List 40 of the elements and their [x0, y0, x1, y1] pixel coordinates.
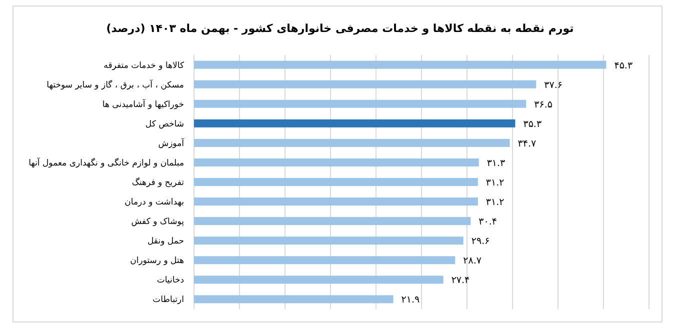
bar: [194, 100, 526, 108]
data-label: ۲۹.۶: [471, 236, 490, 248]
bar: [194, 178, 478, 186]
data-label: ۲۷.۴: [451, 275, 470, 286]
y-tick-label: کالاها و خدمات متفرقه: [104, 60, 185, 71]
y-tick-label: تفریح و فرهنگ: [132, 177, 185, 188]
y-tick-label: هتل و رستوران: [130, 256, 184, 266]
bar: [194, 217, 471, 226]
data-label: ۳۵.۳: [523, 118, 542, 130]
bar: [194, 256, 456, 264]
y-tick-label: آموزش: [158, 138, 185, 149]
data-label: ۲۱.۹: [401, 294, 420, 306]
bar: [194, 236, 464, 245]
y-tick-label: دخانیات: [156, 276, 184, 286]
y-tick-label: مبلمان و لوازم خانگی و نگهداری معمول آنها: [28, 157, 184, 168]
y-tick-label: پوشاک و کفش: [131, 217, 185, 228]
data-label: ۳۷.۶: [544, 80, 562, 91]
y-tick-label: حمل ونقل: [147, 236, 184, 247]
data-label: ۲۸.۷: [463, 256, 482, 267]
bar: [194, 276, 444, 284]
bar: [194, 158, 479, 166]
bar: [194, 60, 606, 69]
y-tick-label: بهداشت و درمان: [124, 198, 184, 208]
chart-title: تورم نقطه به نقطه کالاها و خدمات مصرفی خانوارهای کشور - بهمن ماه ۱۴۰۳ (درصد): [106, 22, 574, 35]
data-label: ۳۴.۷: [518, 138, 536, 150]
bar: [194, 80, 536, 88]
data-label: ۳۶.۵: [534, 99, 552, 110]
data-label: ۴۵.۳: [614, 60, 633, 72]
y-tick-label: مسکن ، آب ، برق ، گاز و سایر سوختها: [46, 79, 184, 90]
data-label: ۳۱.۲: [486, 178, 504, 188]
data-label: ۳۱.۲: [486, 197, 504, 208]
bar: [194, 138, 510, 147]
data-label: ۳۱.۳: [486, 158, 506, 169]
bar: [194, 295, 394, 304]
bar: [194, 119, 516, 128]
bar: [194, 198, 478, 206]
y-tick-label: ارتباطات: [152, 295, 184, 306]
data-label: ۳۰.۴: [478, 216, 497, 228]
y-tick-label: شاخص کل: [145, 119, 184, 130]
y-tick-label: خوراکیها و آشامیدنی ها: [102, 98, 184, 110]
